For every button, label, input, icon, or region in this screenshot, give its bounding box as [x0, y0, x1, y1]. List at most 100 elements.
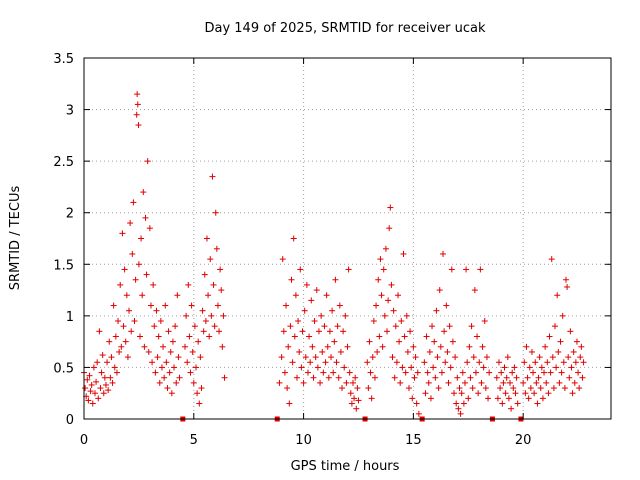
- data-point: [365, 385, 372, 392]
- data-point: [100, 390, 107, 397]
- data-point: [149, 359, 156, 366]
- data-point: [392, 323, 399, 330]
- data-point: [283, 302, 290, 309]
- data-point: [493, 374, 500, 381]
- data-point: [526, 364, 533, 371]
- data-point: [461, 379, 468, 386]
- data-point: [523, 343, 530, 350]
- x-axis-label: GPS time / hours: [291, 459, 400, 474]
- data-point: [323, 292, 330, 299]
- data-point: [113, 369, 120, 376]
- data-point: [393, 359, 400, 366]
- data-point: [410, 343, 417, 350]
- data-point: [449, 338, 456, 345]
- data-point: [157, 318, 164, 325]
- data-point: [145, 348, 152, 355]
- data-point: [98, 369, 105, 376]
- data-point: [129, 250, 136, 257]
- data-point: [479, 343, 486, 350]
- data-point: [101, 374, 108, 381]
- data-point: [176, 374, 183, 381]
- data-point: [376, 333, 383, 340]
- data-point: [486, 369, 493, 376]
- data-point: [142, 214, 149, 221]
- data-point: [431, 338, 438, 345]
- data-point: [303, 281, 310, 288]
- data-point: [167, 348, 174, 355]
- data-point: [544, 359, 551, 366]
- data-point: [374, 348, 381, 355]
- data-point: [370, 318, 377, 325]
- data-point: [141, 343, 148, 350]
- data-point: [577, 354, 584, 361]
- data-point: [463, 266, 470, 273]
- data-point: [385, 297, 392, 304]
- data-point: [456, 385, 463, 392]
- data-point: [337, 348, 344, 355]
- data-point: [192, 364, 199, 371]
- data-point: [511, 364, 518, 371]
- data-point: [402, 369, 409, 376]
- data-point: [395, 292, 402, 299]
- data-point: [494, 395, 501, 402]
- data-point: [310, 374, 317, 381]
- data-point: [217, 266, 224, 273]
- data-point: [399, 364, 406, 371]
- data-point: [476, 359, 483, 366]
- data-point: [291, 333, 298, 340]
- data-point: [102, 381, 109, 388]
- data-point: [485, 395, 492, 402]
- data-point: [151, 323, 158, 330]
- data-point: [403, 312, 410, 319]
- data-point: [199, 307, 206, 314]
- data-point: [454, 374, 461, 381]
- data-point: [441, 328, 448, 335]
- data-point: [422, 390, 429, 397]
- data-point: [459, 369, 466, 376]
- data-point: [85, 397, 92, 404]
- data-point: [432, 374, 439, 381]
- data-point: [133, 111, 140, 118]
- data-point: [184, 359, 191, 366]
- data-point: [174, 292, 181, 299]
- data-point: [407, 328, 414, 335]
- data-point: [120, 323, 127, 330]
- data-point: [510, 385, 517, 392]
- y-tick-label: 0.5: [53, 361, 74, 376]
- data-point: [325, 374, 332, 381]
- data-point: [309, 343, 316, 350]
- data-point: [504, 354, 511, 361]
- data-point: [375, 276, 382, 283]
- data-point: [542, 343, 549, 350]
- data-point: [536, 354, 543, 361]
- data-point: [388, 281, 395, 288]
- data-point: [354, 385, 361, 392]
- data-point: [110, 302, 117, 309]
- data-point: [196, 400, 203, 407]
- data-point: [201, 271, 208, 278]
- data-point: [328, 354, 335, 361]
- x-tick-label: 5: [190, 433, 198, 448]
- data-point: [108, 354, 115, 361]
- data-point: [212, 209, 219, 216]
- data-point: [311, 318, 318, 325]
- data-point: [200, 328, 207, 335]
- data-point: [287, 323, 294, 330]
- data-point: [336, 302, 343, 309]
- data-point: [105, 387, 112, 394]
- data-point: [512, 390, 519, 397]
- data-point: [538, 364, 545, 371]
- data-point: [84, 376, 91, 383]
- data-point: [426, 348, 433, 355]
- data-point: [208, 312, 215, 319]
- data-point: [560, 359, 567, 366]
- data-point: [341, 364, 348, 371]
- data-point: [349, 379, 356, 386]
- data-point: [347, 390, 354, 397]
- data-point: [466, 343, 473, 350]
- data-point: [570, 348, 577, 355]
- data-point: [514, 400, 521, 407]
- data-point: [140, 189, 147, 196]
- data-point: [211, 323, 218, 330]
- data-point: [169, 338, 176, 345]
